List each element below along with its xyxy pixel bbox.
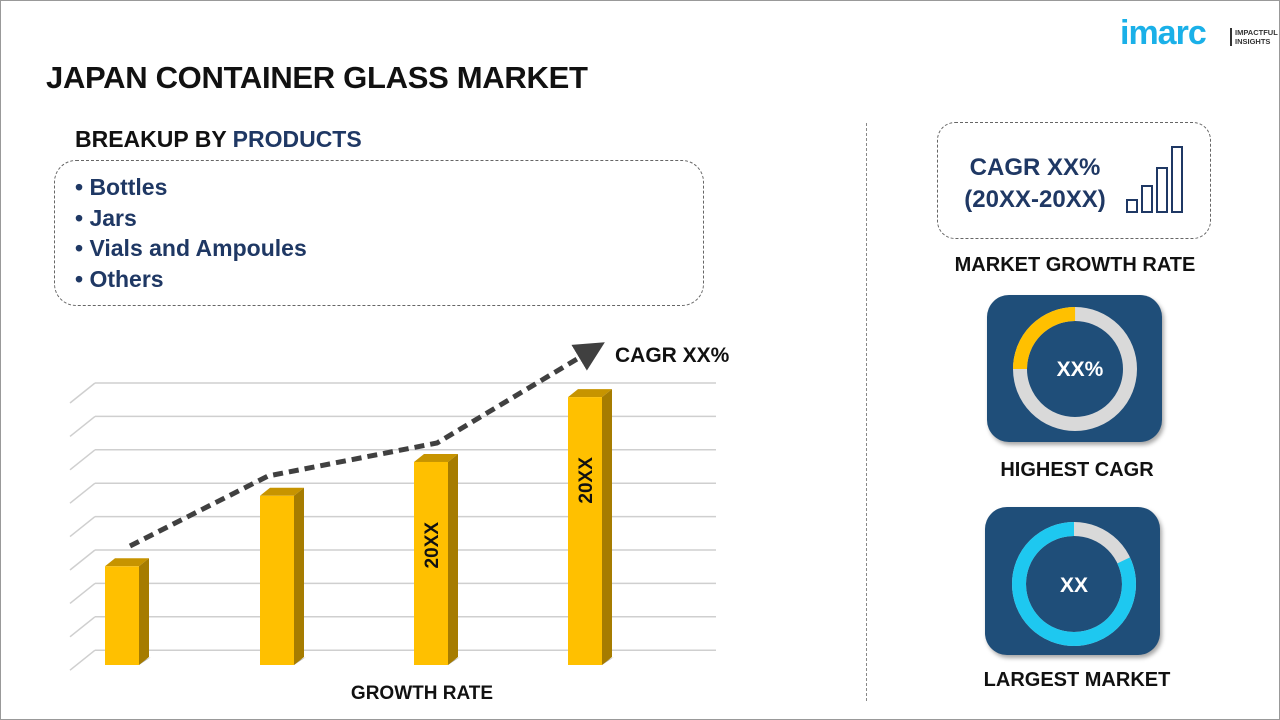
bar-label: 20XX <box>422 522 443 569</box>
gridline-depth <box>69 582 96 604</box>
bar-top <box>260 487 304 496</box>
breakup-highlight: PRODUCTS <box>232 126 362 152</box>
logo-tagline: IMPACTFUL INSIGHTS <box>1230 28 1278 46</box>
bar-chart-icon <box>1126 146 1183 213</box>
list-item: • Bottles <box>75 174 168 200</box>
gridline-depth <box>69 415 96 437</box>
bar-side <box>139 558 149 665</box>
largest-market-value: XX <box>1060 574 1088 597</box>
bar-top <box>568 389 612 398</box>
cagr-text: CAGR XX% (20XX-20XX) <box>950 152 1120 216</box>
bar-side <box>294 487 304 665</box>
breakup-prefix: BREAKUP BY <box>75 126 233 152</box>
imarc-logo: imarc <box>1120 14 1207 52</box>
bar-side <box>448 453 458 665</box>
cagr-period: (20XX-20XX) <box>964 186 1106 213</box>
trend-line <box>128 342 605 549</box>
highest-cagr-label: HIGHEST CAGR <box>1000 459 1154 481</box>
bar-top <box>414 453 458 462</box>
bar: 20XX <box>414 453 460 665</box>
largest-market-donut: XX <box>1012 522 1136 646</box>
list-item: • Jars <box>75 204 137 231</box>
bar-front <box>568 397 602 665</box>
gridline-depth <box>69 649 96 671</box>
highest-cagr-donut: XX% <box>1013 307 1137 431</box>
highest-cagr-value: XX% <box>1057 358 1104 381</box>
bar-side <box>602 389 612 665</box>
list-item: • Others <box>75 265 164 292</box>
cagr-value: CAGR XX% <box>969 154 1101 181</box>
gridline-depth <box>69 449 96 471</box>
bar-front <box>414 461 448 665</box>
bar-label: 20XX <box>576 457 597 504</box>
cagr-label: CAGR XX% <box>615 344 730 367</box>
tagline-2: INSIGHTS <box>1235 37 1271 46</box>
page-title: JAPAN CONTAINER GLASS MARKET <box>46 60 588 95</box>
gridline-depth <box>69 616 96 638</box>
bar: 20XX <box>568 389 614 665</box>
bar <box>260 487 306 665</box>
tagline-1: IMPACTFUL <box>1235 28 1278 37</box>
breakup-heading: BREAKUP BY PRODUCTS <box>75 126 362 153</box>
list-item: • Vials and Ampoules <box>75 235 307 261</box>
x-axis-label: GROWTH RATE <box>351 683 493 704</box>
bar-top <box>105 558 149 567</box>
product-list: • Bottles • Jars • Vials and Ampoules • … <box>75 172 307 294</box>
products-box <box>54 160 704 306</box>
gridline-depth <box>69 382 96 404</box>
cagr-box <box>937 122 1211 239</box>
bar-front <box>260 495 294 665</box>
gridline-depth <box>69 549 96 571</box>
gridline-depth <box>69 516 96 538</box>
largest-market-label: LARGEST MARKET <box>983 669 1171 691</box>
bar-front <box>105 566 139 665</box>
bar <box>105 558 151 665</box>
market-growth-label: MARKET GROWTH RATE <box>954 254 1196 276</box>
gridline-depth <box>69 482 96 504</box>
divider <box>866 123 867 701</box>
growth-chart: 20XX 20XX CAGR XX% GROWTH RATE <box>69 342 730 704</box>
